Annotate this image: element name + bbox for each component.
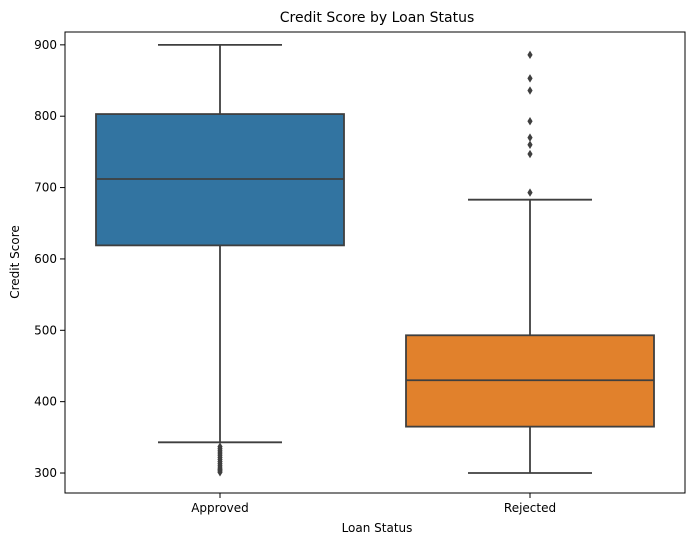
y-tick-label: 800	[34, 109, 57, 123]
plot-frame	[64, 31, 686, 494]
y-axis: 300 400 500 600 700 800 900	[34, 38, 65, 480]
y-axis-label: Credit Score	[8, 225, 22, 299]
y-tick-label: 700	[34, 181, 57, 195]
outlier-point-rejected	[527, 74, 533, 83]
outlier-point-approved	[217, 468, 223, 477]
outlier-point-rejected	[527, 86, 533, 95]
x-tick-label: Approved	[191, 501, 249, 515]
box-group-approved	[95, 43, 345, 477]
outlier-point-rejected	[527, 50, 533, 60]
outlier-point-rejected	[527, 149, 533, 159]
box-group-rejected	[405, 50, 655, 474]
y-tick-label: 900	[34, 38, 57, 52]
x-tick-label: Rejected	[504, 501, 556, 515]
chart-title: Credit Score by Loan Status	[280, 10, 474, 26]
y-tick-label: 400	[34, 395, 57, 409]
outlier-point-rejected	[527, 133, 533, 142]
plot-area	[95, 43, 655, 477]
y-tick-label: 600	[34, 252, 57, 266]
outlier-point-rejected	[527, 140, 533, 149]
y-tick-label: 500	[34, 323, 57, 337]
outlier-point-rejected	[527, 117, 533, 126]
outlier-point-rejected	[527, 188, 533, 197]
x-axis: Approved Rejected	[191, 493, 556, 515]
x-axis-label: Loan Status	[342, 521, 413, 535]
y-tick-label: 300	[34, 466, 57, 480]
